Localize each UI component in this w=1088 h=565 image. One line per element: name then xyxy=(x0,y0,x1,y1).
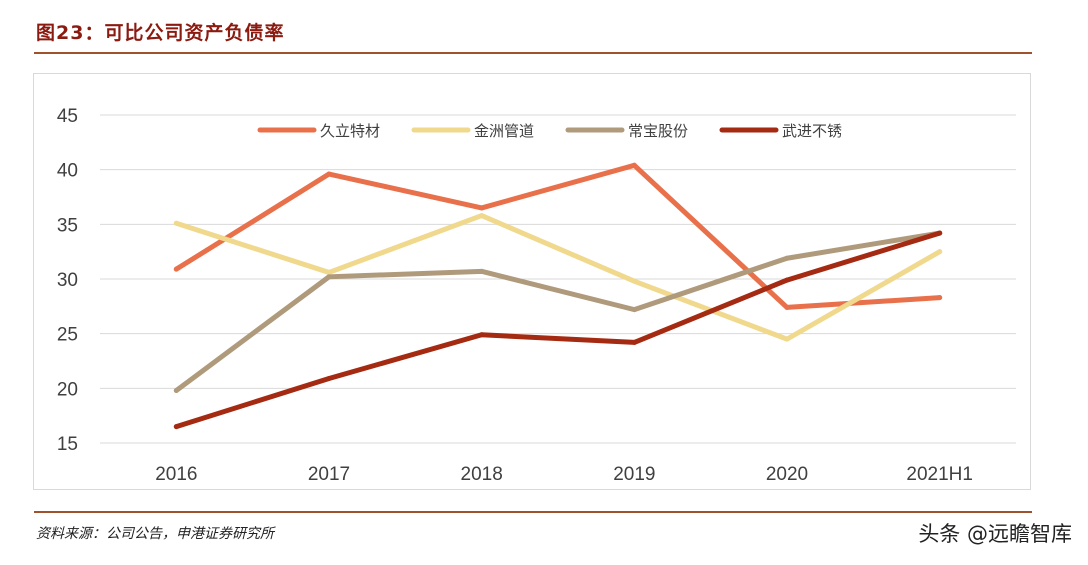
legend-label: 金洲管道 xyxy=(474,123,534,140)
y-tick-label: 40 xyxy=(57,161,78,182)
data-point xyxy=(937,249,943,255)
y-tick-label: 25 xyxy=(57,325,78,346)
data-point xyxy=(784,336,790,342)
x-tick-label: 2019 xyxy=(613,464,655,485)
source-note: 资料来源：公司公告，申港证券研究所 xyxy=(36,526,274,542)
data-point xyxy=(631,278,637,284)
data-point xyxy=(326,274,332,280)
x-tick-label: 2016 xyxy=(155,464,197,485)
data-point xyxy=(631,162,637,168)
data-point xyxy=(631,339,637,345)
data-point xyxy=(326,375,332,381)
series-line-3 xyxy=(173,230,943,394)
data-point xyxy=(937,295,943,301)
figure-title: 图23：可比公司资产负债率 xyxy=(36,22,285,44)
data-point xyxy=(937,230,943,236)
data-point xyxy=(479,268,485,274)
y-tick-label: 30 xyxy=(57,270,78,291)
data-point xyxy=(784,277,790,283)
watermark: 头条 @远瞻智库 xyxy=(918,522,1072,546)
data-point xyxy=(173,388,179,394)
x-tick-label: 2020 xyxy=(766,464,808,485)
data-point xyxy=(631,307,637,313)
y-tick-label: 20 xyxy=(57,379,78,400)
data-point xyxy=(784,304,790,310)
y-tick-label: 35 xyxy=(57,215,78,236)
x-tick-label: 2018 xyxy=(461,464,503,485)
series-line-2 xyxy=(173,213,943,342)
data-point xyxy=(326,171,332,177)
data-point xyxy=(784,255,790,261)
data-point xyxy=(326,269,332,275)
y-tick-label: 45 xyxy=(57,106,78,127)
data-point xyxy=(173,266,179,272)
x-tick-label: 2017 xyxy=(308,464,350,485)
data-point xyxy=(479,332,485,338)
data-point xyxy=(479,213,485,219)
data-point xyxy=(173,424,179,430)
series-line-1 xyxy=(173,162,943,310)
legend-label: 武进不锈 xyxy=(782,123,842,140)
series-line-4 xyxy=(173,230,943,430)
title-divider xyxy=(34,52,1032,54)
x-tick-label: 2021H1 xyxy=(906,464,973,485)
legend-label: 久立特材 xyxy=(320,123,380,140)
source-divider xyxy=(34,511,1032,513)
data-point xyxy=(173,220,179,226)
y-tick-label: 15 xyxy=(57,434,78,455)
legend-label: 常宝股份 xyxy=(628,123,688,140)
data-point xyxy=(479,205,485,211)
